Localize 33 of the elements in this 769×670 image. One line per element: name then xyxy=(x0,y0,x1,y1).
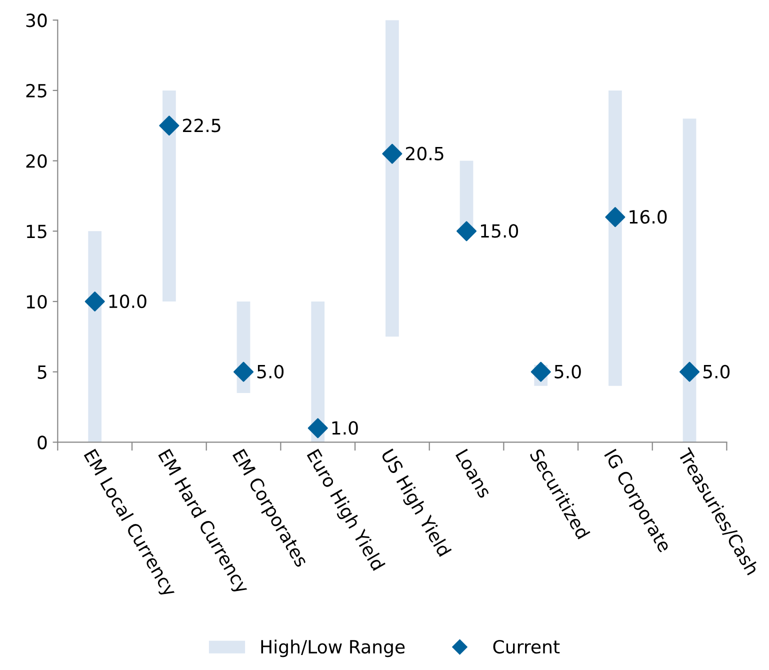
data-label: 5.0 xyxy=(554,364,581,378)
data-label: 20.5 xyxy=(406,146,444,160)
point xyxy=(234,362,254,382)
legend-label: Current xyxy=(493,640,560,654)
y-tick-label: 0 xyxy=(38,436,47,450)
point xyxy=(308,418,328,438)
y-tick-label: 10 xyxy=(26,294,47,309)
bar xyxy=(88,231,102,442)
y-tick-label: 5 xyxy=(38,366,46,379)
data-label: 10.0 xyxy=(109,294,146,308)
y-tick-label: 15 xyxy=(26,224,46,238)
data-label: 5.0 xyxy=(703,364,730,378)
y-tick-label: 30 xyxy=(26,14,47,28)
data-label: 1.0 xyxy=(332,421,358,435)
point xyxy=(456,221,477,242)
bar xyxy=(311,302,325,442)
bar xyxy=(608,90,622,386)
y-tick-label: 25 xyxy=(26,84,46,98)
point xyxy=(84,291,105,312)
bar xyxy=(682,118,696,442)
data-label: 15.0 xyxy=(481,224,518,238)
point xyxy=(159,116,180,136)
bar xyxy=(162,90,176,302)
point xyxy=(382,144,402,164)
point xyxy=(680,362,700,382)
legend-label: High/Low Range xyxy=(261,640,405,658)
data-label: 22.5 xyxy=(183,118,220,132)
point xyxy=(530,362,551,382)
point xyxy=(605,207,626,228)
bar xyxy=(386,20,399,337)
data-label: 16.0 xyxy=(630,210,667,224)
y-tick-label: 20 xyxy=(26,154,47,168)
data-label: 5.0 xyxy=(257,364,284,378)
